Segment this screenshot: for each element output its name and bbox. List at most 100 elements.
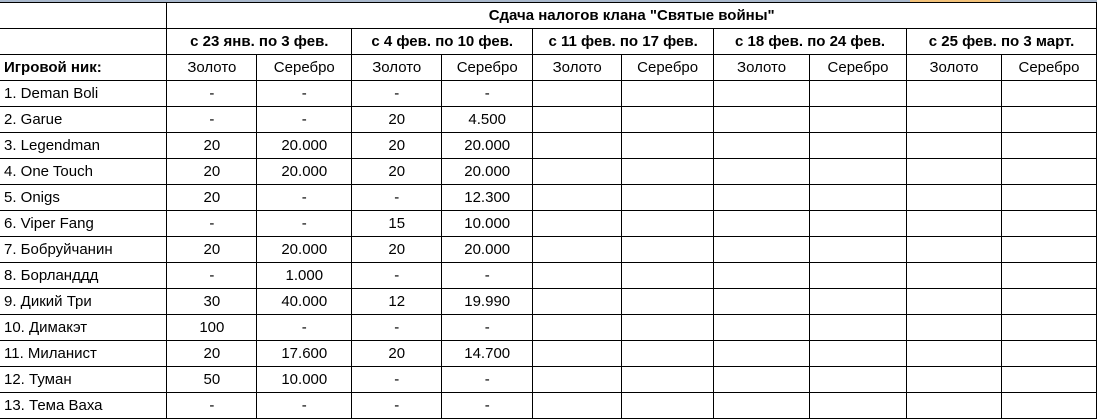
silver-cell[interactable] [809, 132, 907, 159]
empty-cell[interactable] [0, 2, 168, 29]
gold-cell[interactable] [906, 366, 1002, 393]
silver-cell[interactable]: - [256, 314, 353, 341]
gold-cell[interactable] [532, 184, 623, 211]
gold-cell[interactable] [532, 314, 623, 341]
gold-cell[interactable] [713, 392, 811, 419]
gold-cell[interactable]: 30 [166, 288, 258, 315]
nick-header[interactable]: Игровой ник: [0, 54, 168, 81]
silver-cell[interactable]: - [256, 184, 353, 211]
period-header[interactable]: с 25 фев. по 3 март. [906, 28, 1097, 55]
silver-cell[interactable] [1000, 262, 1097, 289]
silver-cell[interactable]: - [441, 80, 534, 107]
gold-cell[interactable]: - [351, 262, 443, 289]
gold-cell[interactable]: - [351, 366, 443, 393]
silver-cell[interactable] [621, 132, 715, 159]
silver-cell[interactable] [1000, 210, 1097, 237]
silver-cell[interactable]: 20.000 [256, 132, 353, 159]
silver-cell[interactable] [1000, 392, 1097, 419]
player-nick[interactable]: 9. Дикий Три [0, 288, 168, 315]
gold-cell[interactable]: 20 [166, 184, 258, 211]
silver-cell[interactable]: 4.500 [441, 106, 534, 133]
gold-cell[interactable]: 20 [166, 158, 258, 185]
gold-cell[interactable]: 20 [166, 132, 258, 159]
silver-cell[interactable] [809, 340, 907, 367]
silver-cell[interactable]: 19.990 [441, 288, 534, 315]
player-nick[interactable]: 7. Бобруйчанин [0, 236, 168, 263]
gold-header[interactable]: Золото [351, 54, 443, 81]
gold-cell[interactable] [713, 366, 811, 393]
gold-cell[interactable] [532, 236, 623, 263]
gold-cell[interactable]: - [351, 80, 443, 107]
period-header[interactable]: с 4 фев. по 10 фев. [351, 28, 534, 55]
silver-cell[interactable]: - [441, 262, 534, 289]
gold-cell[interactable] [906, 314, 1002, 341]
silver-cell[interactable]: 14.700 [441, 340, 534, 367]
player-nick[interactable]: 6. Viper Fang [0, 210, 168, 237]
gold-cell[interactable] [713, 340, 811, 367]
gold-cell[interactable] [532, 210, 623, 237]
player-nick[interactable]: 10. Димакэт [0, 314, 168, 341]
gold-cell[interactable] [532, 366, 623, 393]
gold-cell[interactable] [713, 106, 811, 133]
period-header[interactable]: с 18 фев. по 24 фев. [713, 28, 907, 55]
silver-cell[interactable]: 20.000 [256, 158, 353, 185]
gold-header[interactable]: Золото [713, 54, 811, 81]
player-nick[interactable]: 5. Onigs [0, 184, 168, 211]
silver-cell[interactable]: - [256, 392, 353, 419]
silver-cell[interactable] [621, 340, 715, 367]
gold-header[interactable]: Золото [532, 54, 623, 81]
silver-cell[interactable]: 17.600 [256, 340, 353, 367]
silver-cell[interactable] [809, 80, 907, 107]
gold-cell[interactable] [906, 80, 1002, 107]
silver-cell[interactable]: 20.000 [441, 158, 534, 185]
gold-cell[interactable] [532, 132, 623, 159]
silver-header[interactable]: Серебро [256, 54, 353, 81]
silver-cell[interactable] [1000, 80, 1097, 107]
gold-cell[interactable] [532, 392, 623, 419]
gold-header[interactable]: Золото [906, 54, 1002, 81]
gold-cell[interactable] [713, 80, 811, 107]
gold-cell[interactable] [713, 210, 811, 237]
gold-cell[interactable] [532, 340, 623, 367]
silver-cell[interactable]: - [256, 210, 353, 237]
gold-cell[interactable] [532, 158, 623, 185]
gold-cell[interactable]: 20 [351, 236, 443, 263]
silver-header[interactable]: Серебро [441, 54, 534, 81]
silver-cell[interactable] [809, 314, 907, 341]
gold-cell[interactable]: 20 [166, 236, 258, 263]
gold-cell[interactable]: - [166, 392, 258, 419]
silver-cell[interactable]: 40.000 [256, 288, 353, 315]
gold-cell[interactable]: - [351, 184, 443, 211]
table-title[interactable]: Сдача налогов клана "Святые войны" [166, 2, 1097, 29]
gold-cell[interactable]: 20 [166, 340, 258, 367]
gold-cell[interactable]: - [166, 210, 258, 237]
silver-cell[interactable]: 12.300 [441, 184, 534, 211]
silver-cell[interactable] [1000, 288, 1097, 315]
gold-cell[interactable] [532, 106, 623, 133]
gold-cell[interactable] [532, 288, 623, 315]
gold-cell[interactable]: 15 [351, 210, 443, 237]
gold-cell[interactable] [906, 236, 1002, 263]
silver-cell[interactable]: - [441, 366, 534, 393]
silver-cell[interactable] [621, 236, 715, 263]
silver-header[interactable]: Серебро [621, 54, 715, 81]
gold-cell[interactable]: - [351, 392, 443, 419]
silver-cell[interactable] [1000, 314, 1097, 341]
silver-cell[interactable] [809, 262, 907, 289]
silver-cell[interactable]: 20.000 [256, 236, 353, 263]
player-nick[interactable]: 8. Борланддд [0, 262, 168, 289]
player-nick[interactable]: 12. Туман [0, 366, 168, 393]
silver-cell[interactable] [809, 210, 907, 237]
silver-cell[interactable]: - [441, 314, 534, 341]
silver-cell[interactable] [809, 184, 907, 211]
silver-cell[interactable] [621, 392, 715, 419]
gold-cell[interactable] [906, 210, 1002, 237]
silver-header[interactable]: Серебро [1000, 54, 1097, 81]
gold-cell[interactable] [532, 262, 623, 289]
gold-cell[interactable] [906, 184, 1002, 211]
silver-cell[interactable] [809, 366, 907, 393]
empty-cell[interactable] [0, 28, 168, 55]
gold-cell[interactable] [906, 392, 1002, 419]
gold-cell[interactable]: 20 [351, 158, 443, 185]
gold-cell[interactable] [906, 132, 1002, 159]
